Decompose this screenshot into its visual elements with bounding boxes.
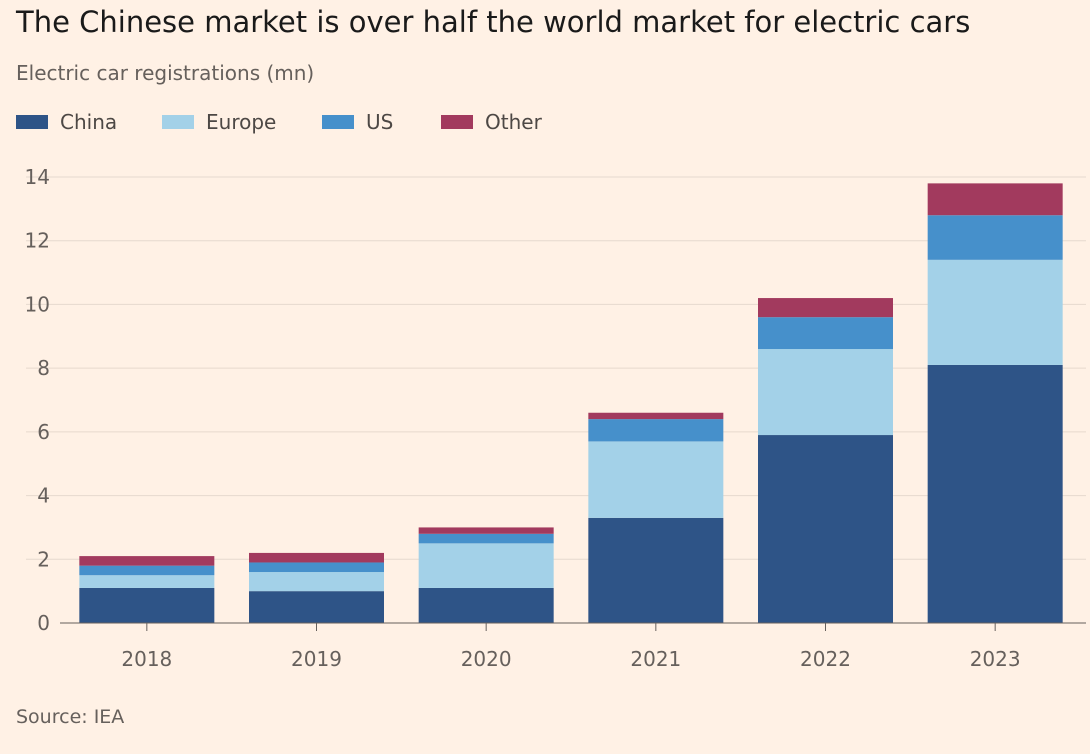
y-tick-label: 0 xyxy=(37,611,50,635)
legend-label-china: China xyxy=(60,110,118,134)
legend-item-other: Other xyxy=(441,110,542,134)
legend-item-us: US xyxy=(322,110,393,134)
bar-other-2021 xyxy=(588,412,724,420)
legend: China Europe US Other xyxy=(16,110,1076,134)
bar-us-2022 xyxy=(758,317,893,350)
bar-china-2022 xyxy=(758,435,893,623)
bar-other-2018 xyxy=(79,556,215,566)
legend-item-europe: Europe xyxy=(162,110,276,134)
bar-europe-2018 xyxy=(79,575,215,588)
bar-us-2019 xyxy=(249,562,384,573)
bar-china-2023 xyxy=(927,364,1063,623)
legend-label-us: US xyxy=(366,110,394,134)
x-tick-label: 2018 xyxy=(121,647,172,671)
bar-us-2021 xyxy=(588,419,724,442)
bar-europe-2023 xyxy=(927,259,1063,365)
bar-other-2020 xyxy=(418,527,554,534)
bar-us-2020 xyxy=(418,533,554,544)
legend-swatch-china xyxy=(16,115,48,129)
y-tick-label: 2 xyxy=(37,547,50,571)
bar-europe-2021 xyxy=(588,441,724,518)
bar-china-2021 xyxy=(588,517,724,623)
legend-swatch-other xyxy=(441,115,473,129)
y-tick-label: 12 xyxy=(25,229,50,253)
y-tick-label: 4 xyxy=(37,484,50,508)
legend-label-other: Other xyxy=(485,110,542,134)
source-note: Source: IEA xyxy=(16,706,125,728)
bar-china-2019 xyxy=(249,591,384,623)
legend-item-china: China xyxy=(16,110,117,134)
bar-other-2022 xyxy=(758,298,893,318)
legend-swatch-us xyxy=(322,115,354,129)
x-tick-label: 2020 xyxy=(461,647,512,671)
y-tick-label: 10 xyxy=(25,292,50,316)
bar-us-2023 xyxy=(927,215,1063,260)
bar-us-2018 xyxy=(79,565,215,576)
legend-swatch-europe xyxy=(162,115,194,129)
chart-title: The Chinese market is over half the worl… xyxy=(16,5,971,39)
bar-china-2020 xyxy=(418,587,554,623)
y-tick-label: 6 xyxy=(37,420,50,444)
bar-other-2019 xyxy=(249,552,384,563)
chart-subtitle: Electric car registrations (mn) xyxy=(16,61,315,85)
x-tick-label: 2021 xyxy=(630,647,681,671)
y-tick-label: 8 xyxy=(37,356,50,380)
legend-label-europe: Europe xyxy=(206,110,277,134)
bar-europe-2020 xyxy=(418,543,554,588)
x-tick-label: 2023 xyxy=(970,647,1021,671)
y-tick-label: 14 xyxy=(25,165,50,189)
x-tick-label: 2022 xyxy=(800,647,851,671)
bar-europe-2022 xyxy=(758,349,893,436)
x-tick-label: 2019 xyxy=(291,647,342,671)
bar-other-2023 xyxy=(927,183,1063,216)
bar-china-2018 xyxy=(79,587,215,623)
bar-europe-2019 xyxy=(249,572,384,592)
